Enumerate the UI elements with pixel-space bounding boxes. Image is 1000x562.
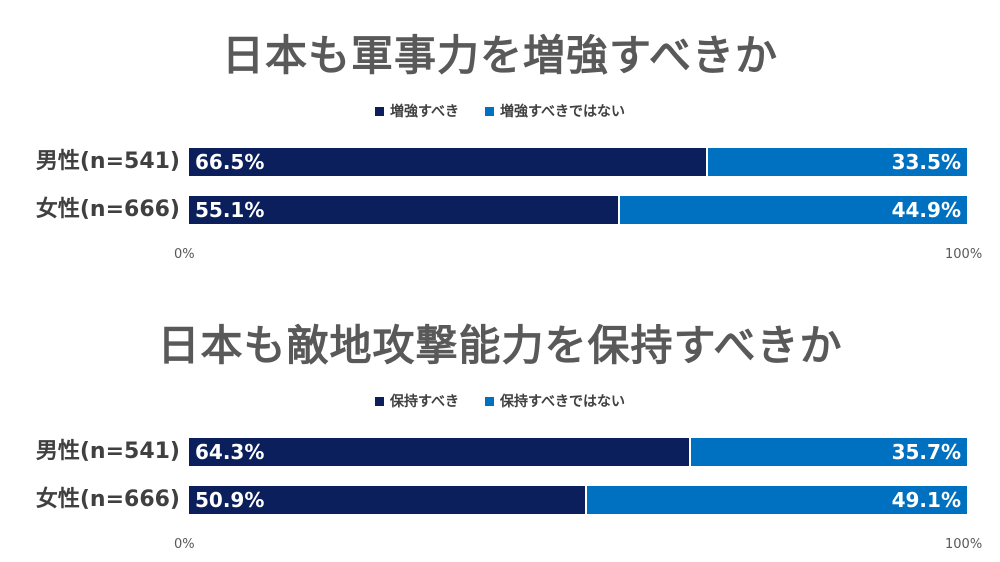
axis-tick-0: 0% — [174, 537, 195, 552]
bar-segment-series-a: 55.1% — [189, 196, 618, 224]
data-label-series-b: 33.5% — [891, 150, 961, 174]
legend: 増強すべき 増強すべきではない — [0, 101, 1000, 121]
bar-segment-series-a: 64.3% — [189, 438, 690, 466]
row-label-female: 女性(n=666) — [35, 487, 180, 512]
bar-segment-series-b: 44.9% — [617, 196, 967, 224]
legend-label-series-a: 増強すべき — [389, 104, 459, 120]
legend-swatch-series-b — [485, 396, 494, 406]
bar-segment-series-a: 66.5% — [189, 148, 707, 176]
legend-swatch-series-b — [485, 106, 494, 116]
bar-segment-series-a: 50.9% — [189, 486, 585, 514]
data-label-series-b: 35.7% — [891, 440, 961, 464]
data-label-series-a: 64.3% — [195, 440, 265, 464]
chart-title: 日本も敵地攻撃能力を保持すべきか — [157, 321, 843, 370]
legend-item-series-a: 保持すべき — [374, 391, 459, 411]
chart-title: 日本も軍事力を増強すべきか — [221, 31, 779, 80]
legend-swatch-series-a — [374, 106, 384, 116]
bar-female: 50.9% 49.1% — [189, 486, 967, 514]
legend-item-series-a: 増強すべき — [374, 101, 459, 121]
chart-military-buildup: 日本も軍事力を増強すべきか 増強すべき 増強すべきではない 男性(n=541) … — [0, 31, 1000, 262]
row-label-female: 女性(n=666) — [35, 197, 180, 222]
legend-label-series-b: 増強すべきではない — [500, 104, 626, 120]
bar-segment-series-b: 33.5% — [706, 148, 967, 176]
data-label-series-b: 49.1% — [891, 488, 961, 512]
axis-tick-100: 100% — [945, 537, 983, 552]
bar-male: 66.5% 33.5% — [189, 148, 967, 176]
axis-tick-100: 100% — [945, 247, 983, 262]
data-label-series-b: 44.9% — [891, 198, 961, 222]
row-label-male: 男性(n=541) — [35, 439, 180, 464]
legend: 保持すべき 保持すべきではない — [0, 391, 1000, 411]
legend-swatch-series-a — [374, 396, 384, 406]
legend-label-series-b: 保持すべきではない — [500, 394, 626, 410]
data-label-series-a: 66.5% — [195, 150, 265, 174]
chart-strike-capability: 日本も敵地攻撃能力を保持すべきか 保持すべき 保持すべきではない 男性(n=54… — [0, 290, 1000, 562]
legend-label-series-a: 保持すべき — [389, 394, 459, 410]
legend-item-series-b: 保持すべきではない — [485, 391, 625, 411]
row-label-male: 男性(n=541) — [35, 149, 180, 174]
bar-male: 64.3% 35.7% — [189, 438, 967, 466]
legend-item-series-b: 増強すべきではない — [485, 101, 625, 121]
data-label-series-a: 55.1% — [195, 198, 265, 222]
data-label-series-a: 50.9% — [195, 488, 265, 512]
bar-female: 55.1% 44.9% — [189, 196, 967, 224]
axis-tick-0: 0% — [174, 247, 195, 262]
bar-segment-series-b: 49.1% — [585, 486, 967, 514]
bar-segment-series-b: 35.7% — [689, 438, 967, 466]
